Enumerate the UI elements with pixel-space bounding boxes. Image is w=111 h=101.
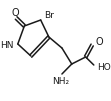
Text: O: O [12,8,19,18]
Text: HN: HN [0,41,14,49]
Text: Br: Br [44,11,54,19]
Text: O: O [95,37,103,47]
Text: HO: HO [97,64,111,73]
Text: NH₂: NH₂ [52,76,69,86]
